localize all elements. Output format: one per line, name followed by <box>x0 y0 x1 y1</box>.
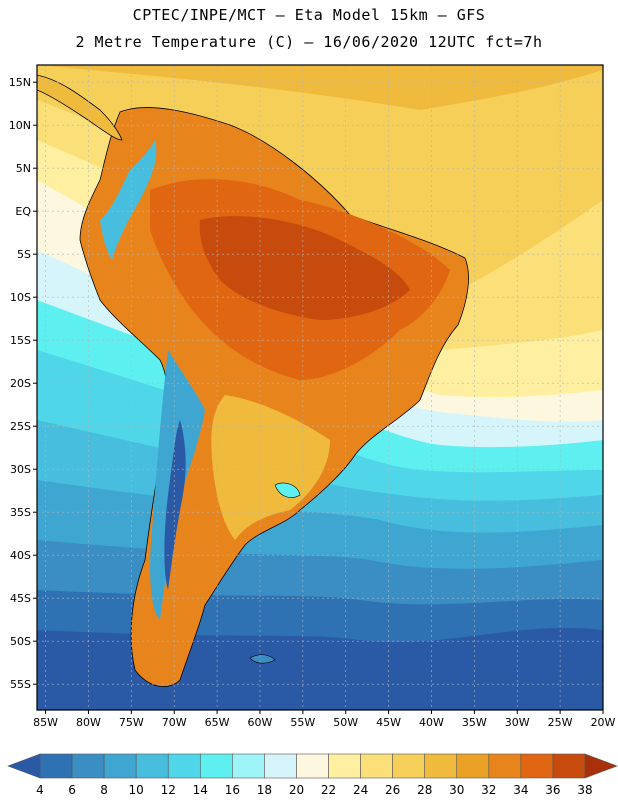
colorbar-swatch <box>103 753 137 779</box>
colorbar-swatch <box>39 753 73 779</box>
colorbar-swatch <box>232 753 265 779</box>
colorbar-level-label: 18 <box>257 783 272 797</box>
colorbar-level-label: 30 <box>449 783 464 797</box>
longitude-label: 40W <box>419 716 444 729</box>
colorbar-swatch <box>199 753 233 779</box>
longitude-label: 45W <box>376 716 401 729</box>
ocean-band-28-30 <box>37 65 603 110</box>
rio-de-la-plata <box>274 482 301 498</box>
longitude-label: 35W <box>462 716 487 729</box>
longitude-labels: 85W 80W 75W 70W 65W 60W 55W 50W 45W 40W 35W 30W 25W 2… <box>33 710 616 729</box>
southern-cone-warm <box>211 395 330 540</box>
latitude-labels: 15N 10N 5N EQ 5S 10S 15S 20S 25S 30S 35S 40S 45S 50S 5… <box>9 76 37 691</box>
longitude-label: 20W <box>591 716 616 729</box>
colorbar-swatch <box>71 753 105 779</box>
colorbar-swatch <box>392 753 426 779</box>
latitude-label: 15N <box>9 76 31 89</box>
colorbar-level-label: 34 <box>513 783 528 797</box>
falkland-islands <box>249 654 276 664</box>
colorbar-level-label: 24 <box>353 783 368 797</box>
colorbar-level-label: 16 <box>225 783 240 797</box>
colorbar-swatch <box>135 753 169 779</box>
colorbar-level-label: 10 <box>129 783 144 797</box>
longitude-label: 55W <box>290 716 315 729</box>
latitude-label: 15S <box>10 334 31 347</box>
interior-hottest-zone <box>199 216 410 320</box>
longitude-label: 85W <box>33 716 58 729</box>
latitude-label: 35S <box>10 506 31 519</box>
latitude-label: 55S <box>10 678 31 691</box>
colorbar-swatch <box>552 753 586 779</box>
latitude-label: 45S <box>10 592 31 605</box>
latitude-label: 5S <box>17 248 31 261</box>
colorbar: 4 6 8 10 12 14 16 18 20 22 24 26 28 30 32 34 36 38 <box>7 753 618 797</box>
latitude-label: 25S <box>10 420 31 433</box>
map-title-line-1: CPTEC/INPE/MCT – Eta Model 15km – GFS <box>132 6 486 24</box>
latitude-label: 5N <box>16 162 31 175</box>
latitude-label: 40S <box>10 549 31 562</box>
colorbar-level-label: 26 <box>385 783 400 797</box>
colorbar-level-label: 20 <box>289 783 304 797</box>
colorbar-swatch <box>520 753 554 779</box>
colorbar-level-label: 36 <box>545 783 560 797</box>
colorbar-swatch <box>328 753 361 779</box>
longitude-label: 50W <box>333 716 358 729</box>
colorbar-level-label: 22 <box>321 783 336 797</box>
map-title-line-2: 2 Metre Temperature (C) – 16/06/2020 12U… <box>75 33 543 51</box>
colorbar-swatch <box>167 753 201 779</box>
colorbar-level-label: 32 <box>481 783 496 797</box>
colorbar-level-label: 6 <box>68 783 76 797</box>
colorbar-swatch <box>296 753 329 779</box>
map-frame <box>36 64 604 711</box>
colorbar-swatch <box>456 753 490 779</box>
andes-coldest-ridge <box>164 420 186 590</box>
latitude-label: 30S <box>10 463 31 476</box>
colorbar-level-label: 38 <box>577 783 592 797</box>
central-america-land <box>37 74 123 141</box>
colorbar-level-label: 8 <box>100 783 108 797</box>
graticule <box>37 65 603 710</box>
colorbar-level-label: 4 <box>36 783 44 797</box>
colorbar-under-triangle <box>7 753 41 779</box>
longitude-label: 80W <box>76 716 101 729</box>
latitude-label: 20S <box>10 377 31 390</box>
colorbar-swatch <box>360 753 393 779</box>
colorbar-swatch <box>488 753 522 779</box>
colorbar-swatch <box>424 753 458 779</box>
northern-andes-cold <box>100 140 157 260</box>
latitude-label: 50S <box>10 635 31 648</box>
latitude-label: 10N <box>9 119 31 132</box>
longitude-label: 75W <box>119 716 144 729</box>
latitude-label: 10S <box>10 291 31 304</box>
longitude-label: 25W <box>548 716 573 729</box>
longitude-label: 70W <box>162 716 187 729</box>
longitude-label: 30W <box>505 716 530 729</box>
colorbar-swatch <box>264 753 297 779</box>
longitude-label: 60W <box>248 716 273 729</box>
latitude-label: EQ <box>15 205 31 218</box>
colorbar-level-label: 28 <box>417 783 432 797</box>
longitude-label: 65W <box>205 716 230 729</box>
colorbar-level-label: 12 <box>161 783 176 797</box>
colorbar-level-label: 14 <box>193 783 208 797</box>
colorbar-over-triangle <box>584 753 618 779</box>
